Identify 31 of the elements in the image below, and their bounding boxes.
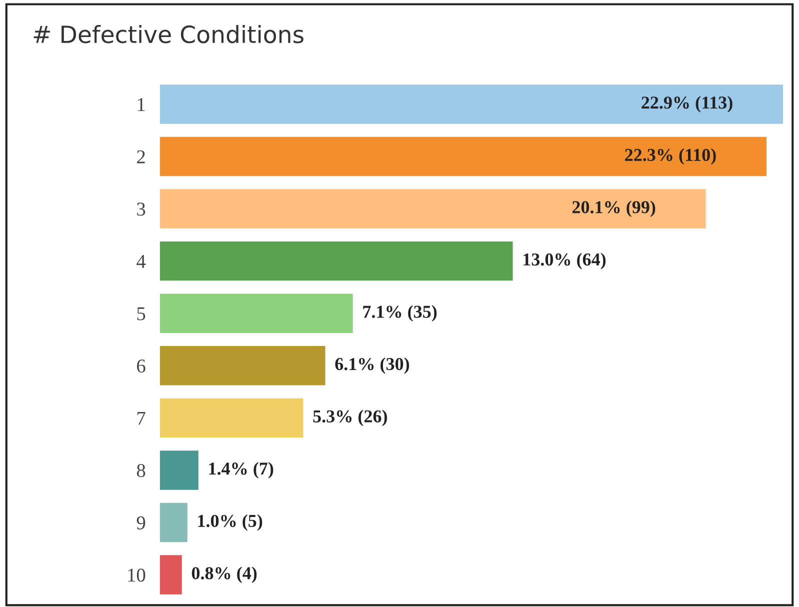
bar (160, 398, 304, 438)
bar (160, 502, 188, 542)
bar (160, 84, 784, 124)
bar (160, 241, 513, 281)
bar (160, 450, 198, 490)
bar (160, 346, 326, 386)
bar (160, 189, 706, 228)
y-tick-label: 7 (137, 412, 146, 425)
y-tick-label: 6 (137, 360, 146, 373)
chart-title: # Defective Conditions (34, 24, 304, 44)
data-label: 0.8% (4) (192, 566, 257, 583)
data-label: 20.1% (99) (572, 200, 656, 217)
data-label: 1.4% (7) (209, 462, 274, 478)
data-label: 7.1% (35) (363, 305, 437, 322)
y-tick-label: 8 (136, 464, 146, 478)
y-tick-label: 10 (128, 568, 146, 582)
bar (160, 555, 182, 594)
data-label: 13.0% (64) (524, 252, 606, 270)
data-label: 5.3% (26) (313, 410, 387, 426)
y-tick-label: 3 (137, 202, 146, 216)
y-tick-label: 4 (136, 255, 146, 268)
data-label: 6.1% (30) (335, 357, 410, 374)
data-label: 22.3% (110) (625, 148, 716, 165)
y-tick-label: 1 (138, 98, 145, 111)
data-label: 22.9% (113) (642, 96, 732, 112)
y-tick-label: 5 (137, 307, 146, 320)
y-tick-label: 9 (136, 516, 146, 530)
bar (160, 294, 353, 333)
bar (160, 136, 766, 176)
y-tick-label: 2 (137, 150, 145, 164)
data-label: 1.0% (5) (198, 514, 262, 531)
